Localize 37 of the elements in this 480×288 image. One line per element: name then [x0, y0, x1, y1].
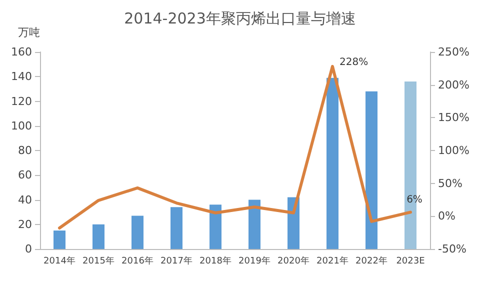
- bar: [210, 204, 222, 249]
- x-tick-label: 2020年: [278, 256, 310, 266]
- y-tick-label: 60: [18, 168, 32, 182]
- bar: [92, 224, 104, 249]
- bar: [170, 207, 182, 249]
- y-tick-label: 160: [11, 46, 32, 58]
- y-tick-label: 80: [18, 144, 32, 157]
- y2-tick-label: -50%: [438, 242, 466, 256]
- y2-tick-label: 0%: [438, 210, 456, 223]
- chart-title: 2014-2023年聚丙烯出口量与增速: [124, 10, 356, 28]
- y2-tick-label: 200%: [438, 78, 470, 92]
- y2-tick-label: 150%: [438, 111, 470, 124]
- x-tick-label: 2023E: [396, 256, 426, 266]
- x-tick-label: 2019年: [238, 256, 270, 266]
- x-tick-label: 2014年: [44, 256, 76, 266]
- bar: [248, 200, 260, 249]
- x-tick-label: 2022年: [356, 256, 388, 266]
- bar: [132, 216, 144, 249]
- y-tick-label: 140: [11, 70, 32, 84]
- y-axis-title: 万吨: [18, 26, 40, 39]
- data-label: 228%: [340, 56, 368, 68]
- y2-tick-label: 50%: [438, 176, 462, 190]
- bar: [54, 230, 66, 249]
- y2-tick-label: 100%: [438, 144, 470, 157]
- x-tick-label: 2018年: [200, 256, 232, 266]
- y-tick-label: 100: [11, 119, 32, 132]
- y-tick-label: 0: [25, 242, 32, 256]
- y-tick-label: 40: [18, 193, 32, 206]
- x-tick-label: 2016年: [122, 256, 154, 266]
- bar: [326, 78, 338, 249]
- y-tick-label: 20: [18, 218, 32, 231]
- bar: [366, 91, 378, 249]
- y-tick-label: 120: [11, 94, 32, 108]
- x-tick-label: 2015年: [82, 256, 114, 266]
- y2-tick-label: 250%: [438, 46, 470, 58]
- x-tick-label: 2021年: [316, 256, 348, 266]
- x-tick-label: 2017年: [160, 256, 192, 266]
